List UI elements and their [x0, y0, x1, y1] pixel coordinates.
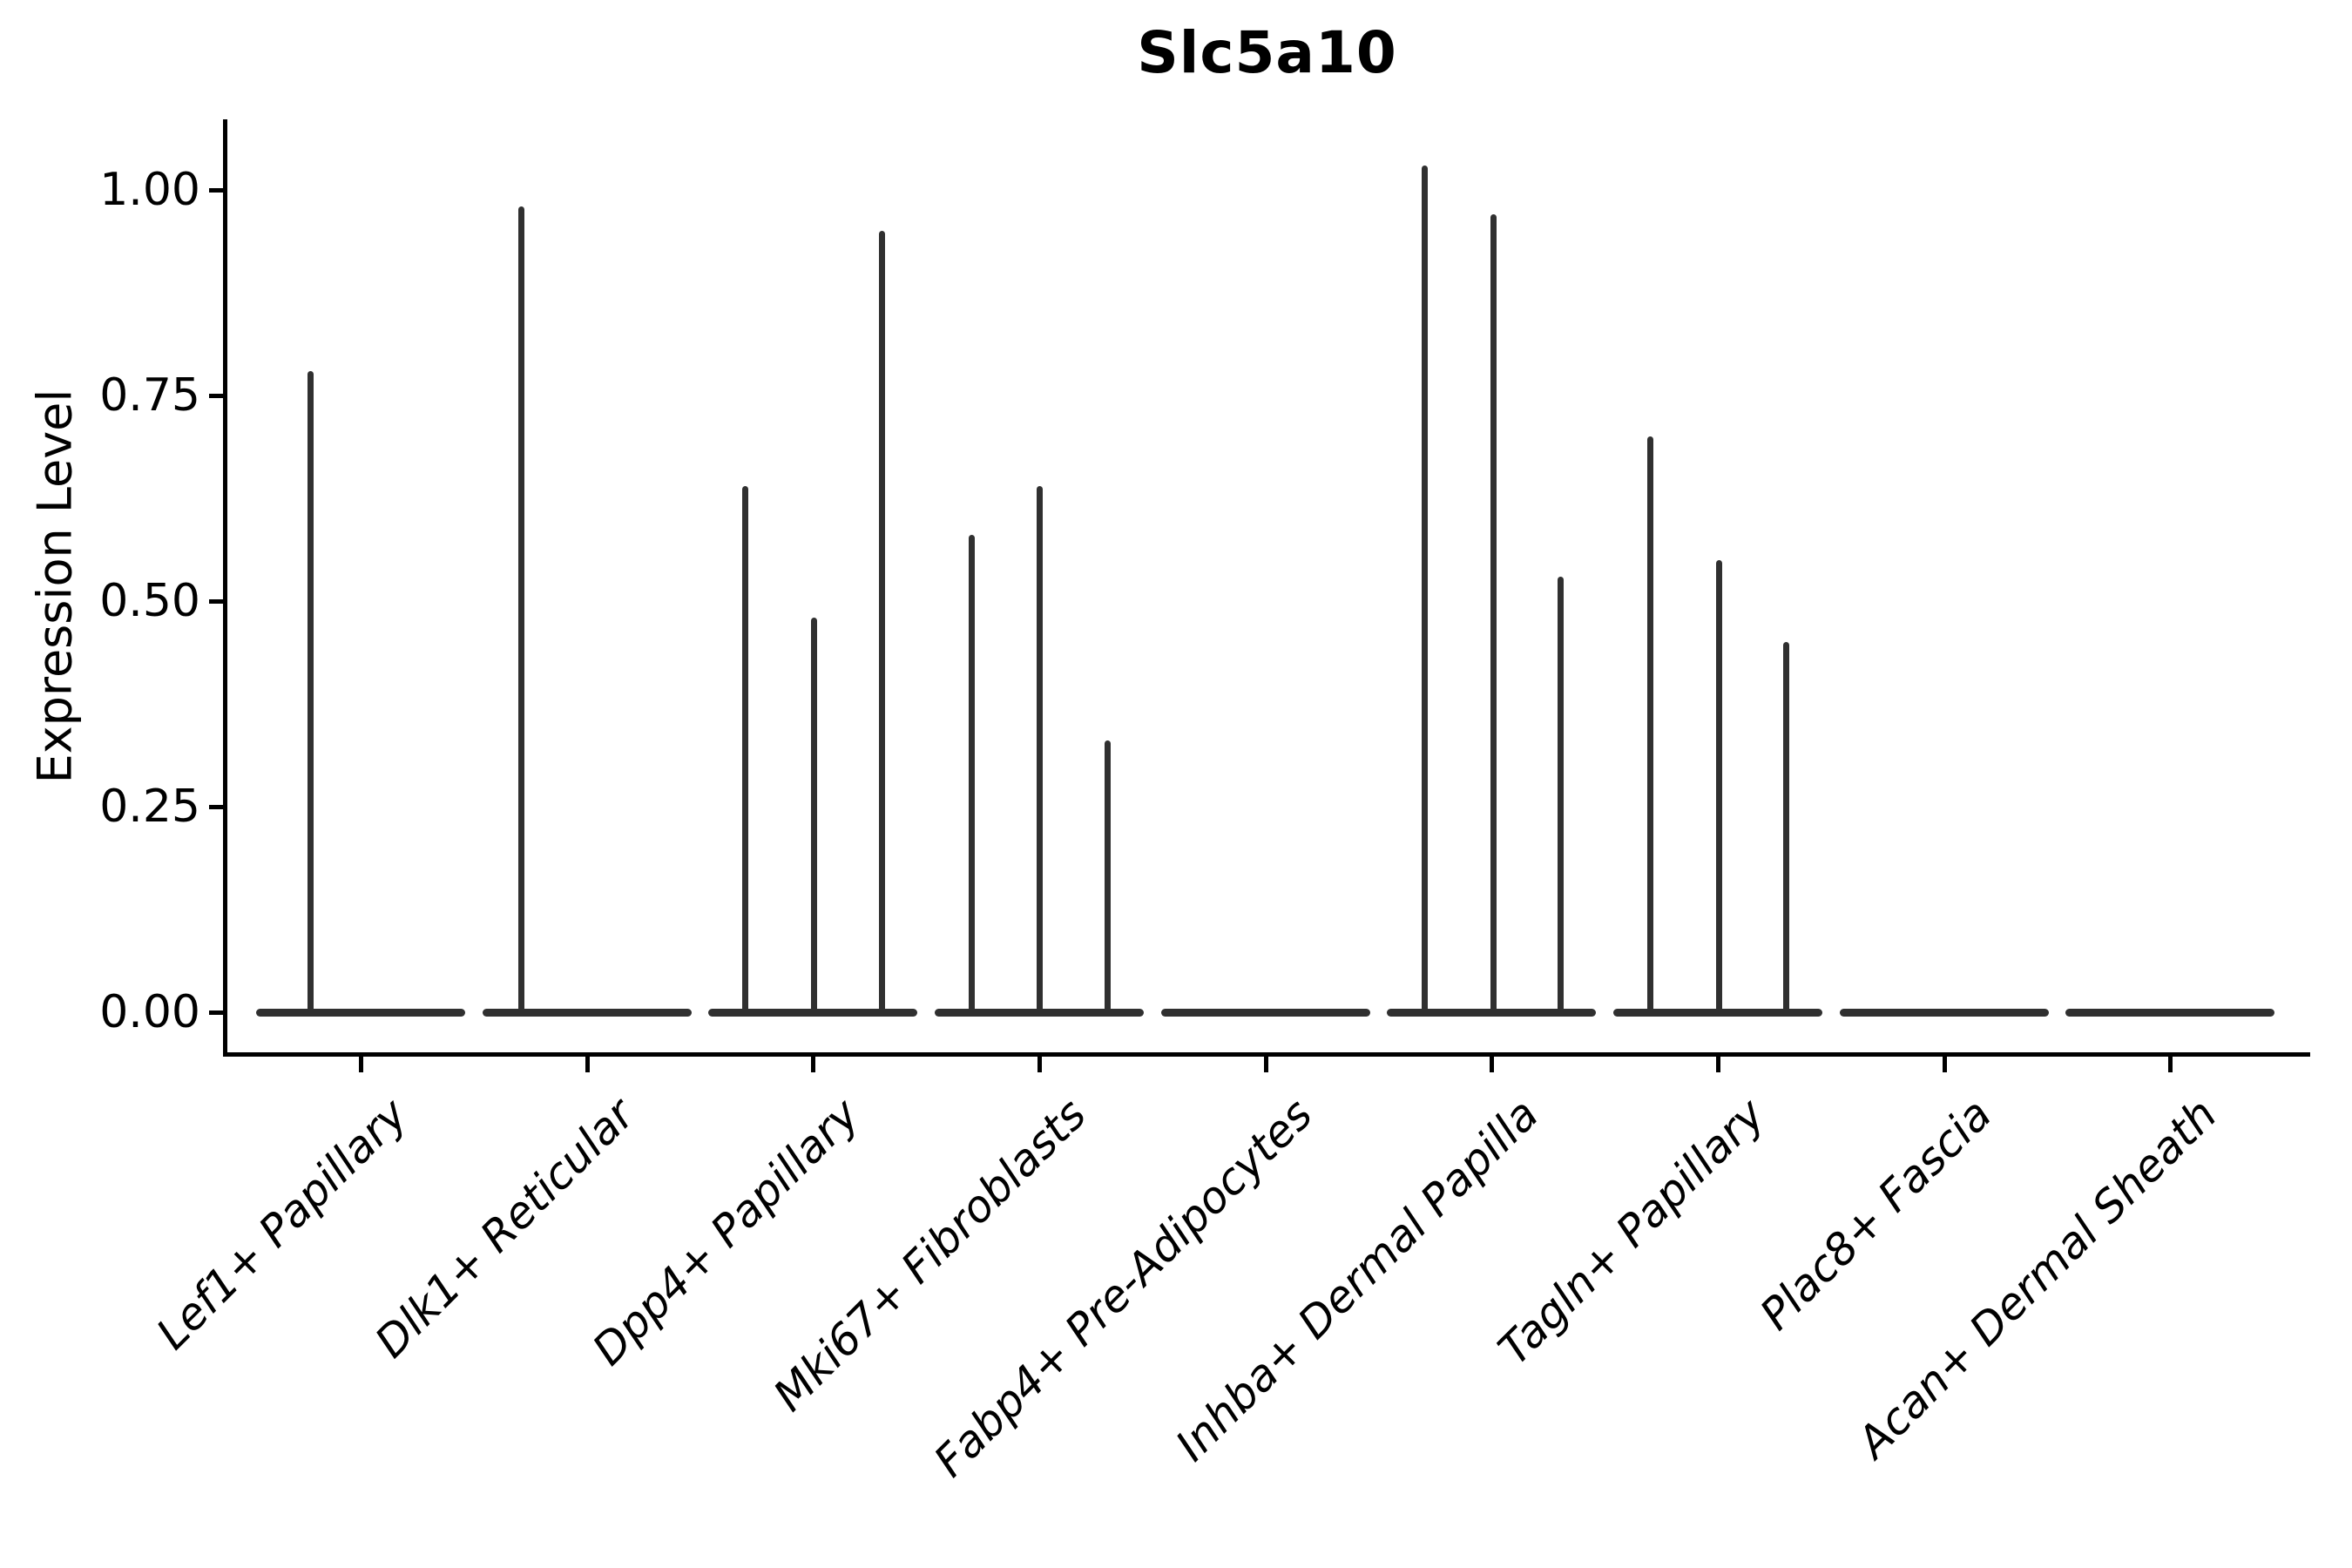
- x-tick-mark: [1943, 1056, 1947, 1072]
- y-tick-label: 1.00: [99, 164, 200, 216]
- x-tick-label: Fabp4+ Pre-Adipocytes: [924, 1089, 1323, 1487]
- plot-title: Slc5a10: [1137, 19, 1397, 86]
- x-tick-mark: [1716, 1056, 1720, 1072]
- violin-spike: [810, 617, 817, 1016]
- violin-spike: [1421, 165, 1428, 1016]
- violin-baseline: [2065, 1008, 2274, 1017]
- y-tick-mark: [209, 394, 224, 398]
- violin-baseline: [483, 1008, 692, 1017]
- x-tick-label: Inhba+ Dermal Papilla: [1166, 1089, 1549, 1471]
- y-tick-mark: [209, 188, 224, 193]
- violin-spike: [1490, 214, 1497, 1016]
- x-tick-mark: [1037, 1056, 1042, 1072]
- x-tick-mark: [811, 1056, 815, 1072]
- x-tick-label: Acan+ Dermal Sheath: [1848, 1089, 2227, 1468]
- y-tick-label: 0.00: [99, 986, 200, 1038]
- x-tick-mark: [2168, 1056, 2173, 1072]
- y-tick-mark: [209, 805, 224, 809]
- y-tick-mark: [209, 1010, 224, 1015]
- x-tick-mark: [585, 1056, 590, 1072]
- y-tick-label: 0.75: [99, 369, 200, 422]
- y-axis-spine: [223, 119, 227, 1057]
- violin-baseline: [1161, 1008, 1370, 1017]
- violin-spike: [1557, 576, 1564, 1016]
- violin-spike: [1646, 436, 1653, 1016]
- violin-spike: [1036, 485, 1043, 1016]
- violin-spike: [1104, 740, 1111, 1016]
- violin-spike: [968, 535, 975, 1016]
- violin-spike: [1715, 559, 1722, 1016]
- x-tick-mark: [1490, 1056, 1494, 1072]
- x-tick-label: Plac8+ Fascia: [1750, 1089, 2002, 1340]
- violin-baseline: [1840, 1008, 2049, 1017]
- violin-spike: [878, 231, 885, 1016]
- x-axis-spine: [223, 1052, 2310, 1057]
- violin-spike: [741, 485, 748, 1016]
- y-tick-label: 0.25: [99, 781, 200, 833]
- x-tick-label: Lef1+ Papillary: [146, 1089, 418, 1360]
- violin-spike: [307, 370, 314, 1016]
- y-tick-label: 0.50: [99, 575, 200, 627]
- x-tick-mark: [359, 1056, 363, 1072]
- violin-baseline: [256, 1008, 465, 1017]
- y-tick-mark: [209, 599, 224, 604]
- violin-spike: [517, 206, 524, 1016]
- x-tick-mark: [1264, 1056, 1268, 1072]
- violin-spike: [1782, 642, 1789, 1016]
